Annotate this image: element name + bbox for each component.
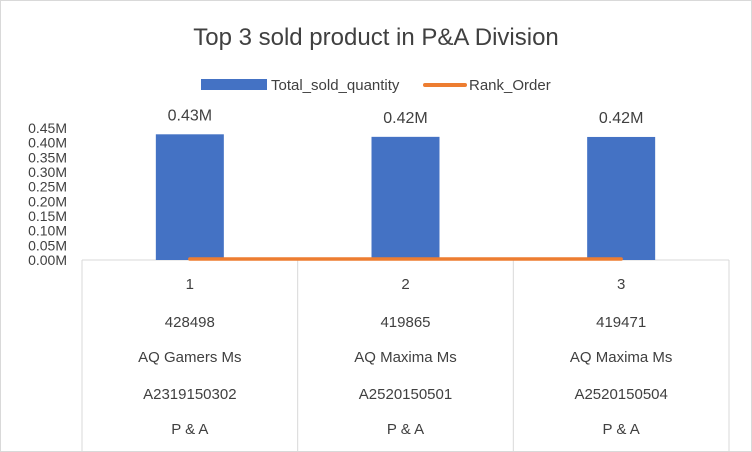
data-labels: 0.43M 0.42M 0.42M [168, 107, 644, 127]
data-label: 0.42M [599, 110, 643, 127]
category-label: 1 [186, 276, 194, 293]
category-label: 428498 [165, 314, 215, 331]
category-label: A2520150501 [359, 386, 452, 403]
category-label: A2319150302 [143, 386, 236, 403]
category-label: P & A [171, 421, 208, 438]
category-label: 419865 [380, 314, 430, 331]
bar-series [155, 134, 656, 260]
category-label: 2 [401, 276, 409, 293]
y-tick-label: 0.10M [28, 223, 67, 239]
y-axis: 0.00M0.05M0.10M0.15M0.20M0.25M0.30M0.35M… [28, 120, 67, 268]
category-labels: 1 428498 AQ Gamers Ms A2319150302 P & A 2 4198… [138, 276, 672, 438]
bar [587, 136, 656, 260]
legend-label-total-sold-quantity: Total_sold_quantity [271, 77, 400, 94]
legend-swatch-total-sold-quantity [201, 79, 267, 90]
y-tick-label: 0.35M [28, 149, 67, 165]
bar [371, 136, 440, 260]
chart-title: Top 3 sold product in P&A Division [193, 24, 559, 51]
category-label: AQ Gamers Ms [138, 349, 241, 366]
category-label: AQ Maxima Ms [354, 349, 457, 366]
legend: Total_sold_quantity Rank_Order [201, 77, 551, 94]
data-label: 0.42M [383, 110, 427, 127]
legend-label-rank-order: Rank_Order [469, 77, 551, 94]
y-tick-label: 0.05M [28, 237, 67, 253]
category-label: P & A [603, 421, 640, 438]
y-tick-label: 0.40M [28, 135, 67, 151]
data-label: 0.43M [168, 107, 212, 124]
category-label: AQ Maxima Ms [570, 349, 673, 366]
y-tick-label: 0.20M [28, 193, 67, 209]
y-tick-label: 0.00M [28, 252, 67, 268]
y-tick-label: 0.45M [28, 120, 67, 136]
bar [155, 134, 224, 260]
y-tick-label: 0.30M [28, 164, 67, 180]
category-label: P & A [387, 421, 424, 438]
y-tick-label: 0.15M [28, 208, 67, 224]
y-tick-label: 0.25M [28, 179, 67, 195]
category-label: 3 [617, 276, 625, 293]
category-label: A2520150504 [574, 386, 667, 403]
category-label: 419471 [596, 314, 646, 331]
